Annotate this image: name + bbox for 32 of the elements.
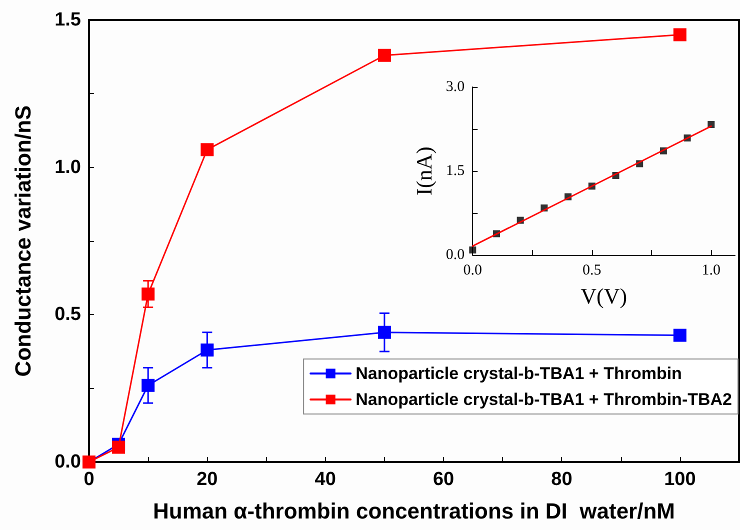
y-tick-label: 0.0 — [54, 452, 81, 472]
y-tick-label: 0.0 — [446, 247, 465, 263]
legend-label: Nanoparticle crystal-b-TBA1 + Thrombin — [356, 364, 682, 383]
x-tick-label: 0 — [84, 469, 94, 490]
point — [142, 378, 155, 392]
point — [112, 440, 126, 454]
point — [200, 143, 214, 156]
point — [378, 48, 391, 62]
y-axis-title: I(nA) — [412, 146, 436, 196]
point — [200, 344, 214, 357]
x-axis-title: V(V) — [580, 284, 628, 308]
y-tick-label: 1.5 — [446, 163, 465, 179]
x-tick-label: 100 — [664, 469, 696, 490]
x-tick-label: 40 — [314, 469, 336, 490]
point — [378, 326, 391, 339]
point — [673, 28, 686, 42]
y-tick-label: 1.0 — [54, 156, 81, 178]
x-tick-label: 0.5 — [582, 262, 602, 278]
y-tick-label: 1.5 — [54, 10, 82, 30]
legend-label: Nanoparticle crystal-b-TBA1 + Thrombin-TBA2 — [356, 390, 732, 409]
y-tick-label: 0.5 — [54, 304, 82, 326]
x-tick-label: 60 — [432, 469, 454, 490]
x-tick-label: 1.0 — [702, 262, 721, 278]
y-tick-label: 3.0 — [446, 79, 465, 95]
x-tick-label: 20 — [196, 469, 218, 490]
point — [142, 288, 155, 301]
x-tick-label: 80 — [551, 469, 572, 490]
point — [469, 246, 476, 254]
y-axis-title: Conductance variation/nS — [10, 105, 36, 377]
point — [673, 328, 686, 342]
x-tick-label: 0.0 — [463, 262, 482, 278]
x-axis-title: Human α-thrombin concentrations in DI water/nM — [153, 498, 675, 524]
